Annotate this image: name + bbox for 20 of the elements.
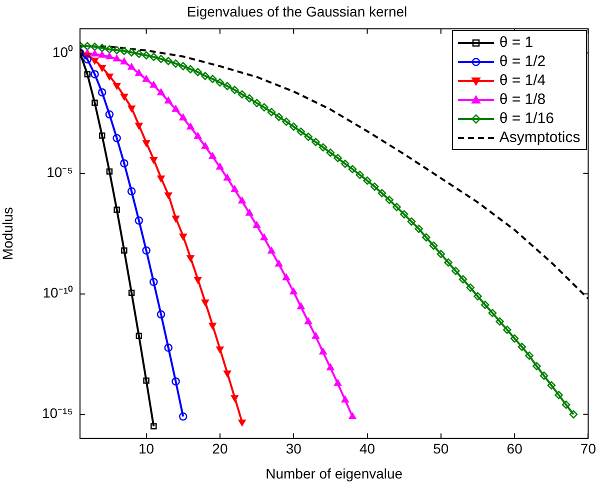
x-tick-label: 70 (580, 440, 596, 457)
legend-label: Asymptotics (499, 128, 580, 146)
chart-title: Eigenvalues of the Gaussian kernel (186, 3, 408, 20)
legend-label: θ = 1/4 (499, 72, 546, 89)
y-tick-label: 10⁰ (52, 44, 73, 60)
x-tick-label: 50 (433, 440, 449, 457)
legend-label: θ = 1/2 (499, 52, 546, 70)
legend-label: θ = 1/16 (499, 110, 554, 127)
y-axis-title: Modulus (0, 207, 16, 260)
x-tick-label: 60 (506, 440, 523, 457)
x-axis-title: Number of eigenvalue (266, 465, 403, 482)
y-tick-label: 10⁻¹⁰ (42, 284, 73, 301)
y-tick-label: 10⁻⁵ (46, 164, 73, 180)
x-tick-label: 10 (138, 440, 154, 457)
x-tick-label: 40 (359, 440, 376, 457)
legend-label: θ = 1 (499, 34, 534, 51)
legend-label: θ = 1/8 (499, 90, 546, 108)
x-tick-label: 30 (286, 440, 302, 457)
x-tick-label: 20 (212, 440, 228, 457)
y-tick-label: 10⁻¹⁵ (42, 405, 73, 422)
